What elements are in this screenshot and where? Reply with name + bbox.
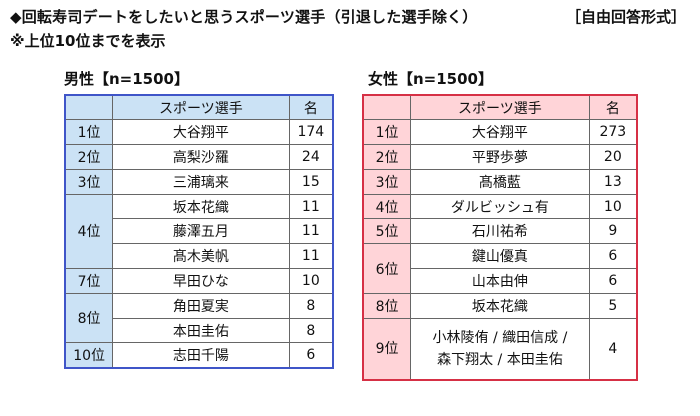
- count-header: 名: [588, 94, 638, 121]
- athlete-cell: 角田夏実: [112, 292, 290, 319]
- count-cell: 8: [288, 317, 334, 344]
- count-cell: 6: [588, 243, 638, 270]
- count-cell: 24: [288, 144, 334, 170]
- athlete-cell: 三浦璃来: [112, 168, 290, 195]
- female-ranking-table: スポーツ選手 名 1位 大谷翔平 273 2位 平野歩夢 20 3位 髙橋藍 1…: [362, 94, 638, 382]
- table-row: 4位 坂本花織 11: [64, 193, 334, 270]
- count-cell: 273: [588, 119, 638, 146]
- table-row: 8位 角田夏実 8: [64, 292, 334, 344]
- rank-cell: 1位: [64, 119, 114, 146]
- count-cell: 11: [288, 243, 334, 270]
- top10-note: ※上位10位までを表示: [10, 32, 166, 50]
- count-cell: 15: [288, 168, 334, 195]
- rank-cell: 8位: [362, 292, 412, 319]
- count-cell: 9: [588, 218, 638, 245]
- athlete-cell: 本田圭佑: [112, 317, 290, 344]
- count-header: 名: [288, 94, 334, 121]
- table-row: 1位 大谷翔平 273: [362, 119, 638, 146]
- rank-cell: 2位: [64, 144, 114, 170]
- athlete-cell: 髙橋藍: [410, 168, 590, 195]
- athlete-cell: 大谷翔平: [410, 119, 590, 146]
- count-cell: 4: [588, 317, 638, 381]
- rank-cell: 3位: [64, 168, 114, 195]
- table-row: 3位 髙橋藍 13: [362, 168, 638, 195]
- athlete-cell: 高梨沙羅: [112, 144, 290, 170]
- table-row: 2位 平野歩夢 20: [362, 144, 638, 170]
- count-cell: 6: [288, 342, 334, 369]
- rank-cell: 4位: [64, 193, 114, 270]
- rank-cell: 8位: [64, 292, 114, 344]
- athlete-cell: 志田千陽: [112, 342, 290, 369]
- athlete-line: 小林陵侑 / 織田信成 /: [432, 329, 568, 346]
- athlete-cell: 坂本花織: [112, 193, 290, 220]
- count-cell: 11: [288, 193, 334, 220]
- male-ranking-table: スポーツ選手 名 1位 大谷翔平 174 2位 高梨沙羅 24 3位 三浦璃来 …: [64, 94, 334, 369]
- table-row: 本田圭佑 8: [65, 317, 334, 344]
- table-row: 7位 早田ひな 10: [64, 268, 334, 294]
- table-row: 4位 ダルビッシュ有 10: [362, 193, 638, 220]
- athlete-cell: 早田ひな: [112, 268, 290, 294]
- athlete-cell: 山本由伸: [410, 268, 590, 294]
- athlete-cell: 平野歩夢: [410, 144, 590, 170]
- athlete-cell: ダルビッシュ有: [410, 193, 590, 220]
- rank-header: [362, 94, 412, 121]
- athlete-cell: 藤澤五月: [112, 218, 290, 245]
- count-cell: 8: [288, 292, 334, 319]
- male-table-label: 男性【n=1500】: [64, 70, 189, 88]
- table-row: 10位 志田千陽 6: [64, 342, 334, 369]
- table-row: 藤澤五月 11: [65, 218, 334, 245]
- rank-cell: 6位: [362, 243, 412, 294]
- athlete-cell: 坂本花織: [410, 292, 590, 319]
- rank-cell: 1位: [362, 119, 412, 146]
- count-cell: 10: [288, 268, 334, 294]
- athlete-cell: 髙木美帆: [112, 243, 290, 270]
- rank-cell: 3位: [362, 168, 412, 195]
- table-row: 9位 小林陵侑 / 織田信成 / 森下翔太 / 本田圭佑 4: [362, 317, 638, 381]
- female-table-label: 女性【n=1500】: [368, 70, 493, 88]
- rank-cell: 9位: [362, 317, 412, 381]
- count-cell: 11: [288, 218, 334, 245]
- table-header-row: スポーツ選手 名: [362, 94, 638, 121]
- count-cell: 174: [288, 119, 334, 146]
- rank-cell: 4位: [362, 193, 412, 220]
- count-cell: 20: [588, 144, 638, 170]
- answer-format-label: ［自由回答形式］: [565, 8, 686, 26]
- rank-cell: 10位: [64, 342, 114, 369]
- count-cell: 13: [588, 168, 638, 195]
- athlete-cell: 石川祐希: [410, 218, 590, 245]
- athlete-header: スポーツ選手: [112, 94, 290, 121]
- table-header-row: スポーツ選手 名: [64, 94, 334, 121]
- rank-cell: 7位: [64, 268, 114, 294]
- athlete-header: スポーツ選手: [410, 94, 590, 121]
- rank-cell: 5位: [362, 218, 412, 245]
- athlete-line: 森下翔太 / 本田圭佑: [437, 351, 563, 368]
- table-row: 山本由伸 6: [363, 268, 638, 294]
- page-title: ◆回転寿司デートをしたいと思うスポーツ選手（引退した選手除く）: [10, 8, 478, 26]
- table-row: 1位 大谷翔平 174: [64, 119, 334, 146]
- table-row: 5位 石川祐希 9: [362, 218, 638, 245]
- rank-cell: 2位: [362, 144, 412, 170]
- table-row: 8位 坂本花織 5: [362, 292, 638, 319]
- count-cell: 6: [588, 268, 638, 294]
- count-cell: 10: [588, 193, 638, 220]
- table-row: 3位 三浦璃来 15: [64, 168, 334, 195]
- athlete-cell: 鍵山優真: [410, 243, 590, 270]
- athlete-cell: 大谷翔平: [112, 119, 290, 146]
- table-row: 6位 鍵山優真 6: [362, 243, 638, 294]
- athlete-cell-multi: 小林陵侑 / 織田信成 / 森下翔太 / 本田圭佑: [410, 317, 590, 381]
- rank-header: [64, 94, 114, 121]
- count-cell: 5: [588, 292, 638, 319]
- table-row: 2位 高梨沙羅 24: [64, 144, 334, 170]
